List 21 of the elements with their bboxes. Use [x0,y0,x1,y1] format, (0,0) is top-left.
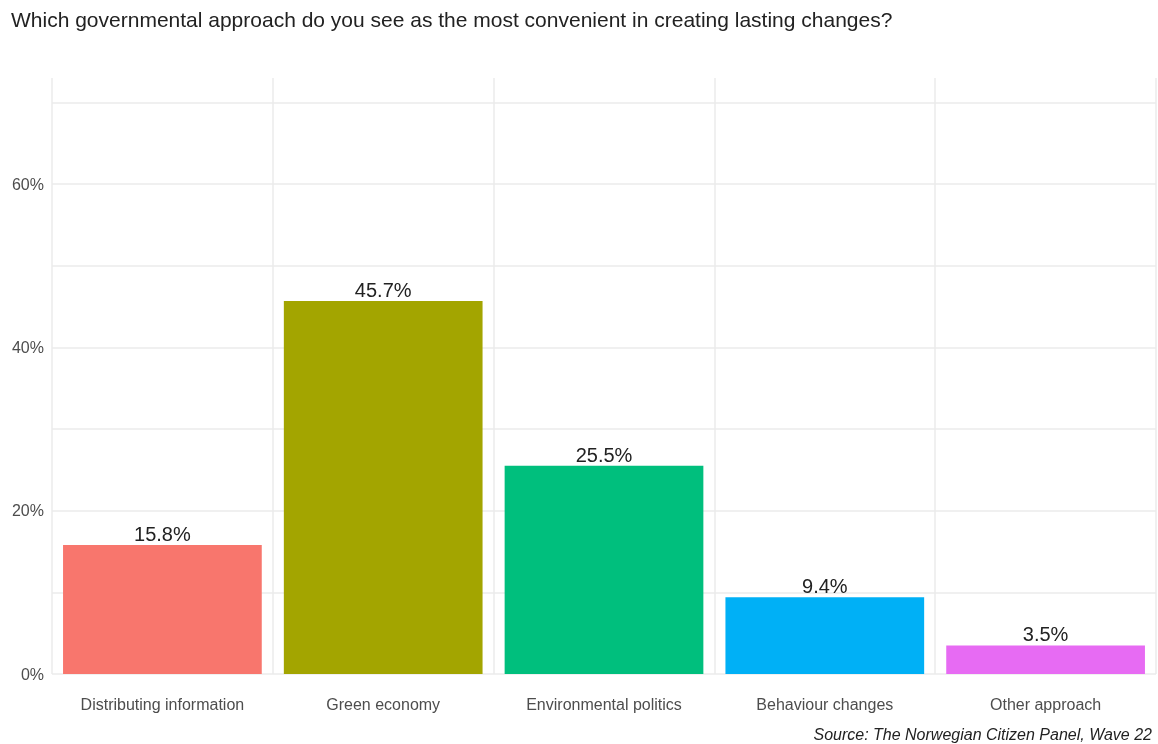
x-tick-label: Other approach [990,695,1102,713]
bar [504,465,704,674]
bar [283,300,483,674]
data-label: 9.4% [802,575,848,598]
y-tick-label: 0% [20,665,44,683]
x-tick-label: Distributing information [80,695,245,713]
data-label: 25.5% [575,443,633,466]
x-tick-label: Green economy [326,695,441,713]
bar [725,597,925,674]
chart-title: Which governmental approach do you see as the most convenient in creating lasting changes? [11,8,893,31]
bar [63,545,262,674]
y-tick-label: 40% [11,338,44,356]
data-label: 3.5% [1022,623,1069,646]
data-label: 15.8% [134,523,191,545]
y-tick-label: 20% [11,502,44,520]
source-note: Source: The Norwegian Citizen Panel, Wave 22 [813,725,1153,743]
y-tick-label: 60% [11,175,44,193]
x-tick-label: Environmental politics [526,695,682,713]
x-tick-label: Behaviour changes [756,695,894,713]
bar [946,645,1145,674]
data-label: 45.7% [354,278,412,301]
